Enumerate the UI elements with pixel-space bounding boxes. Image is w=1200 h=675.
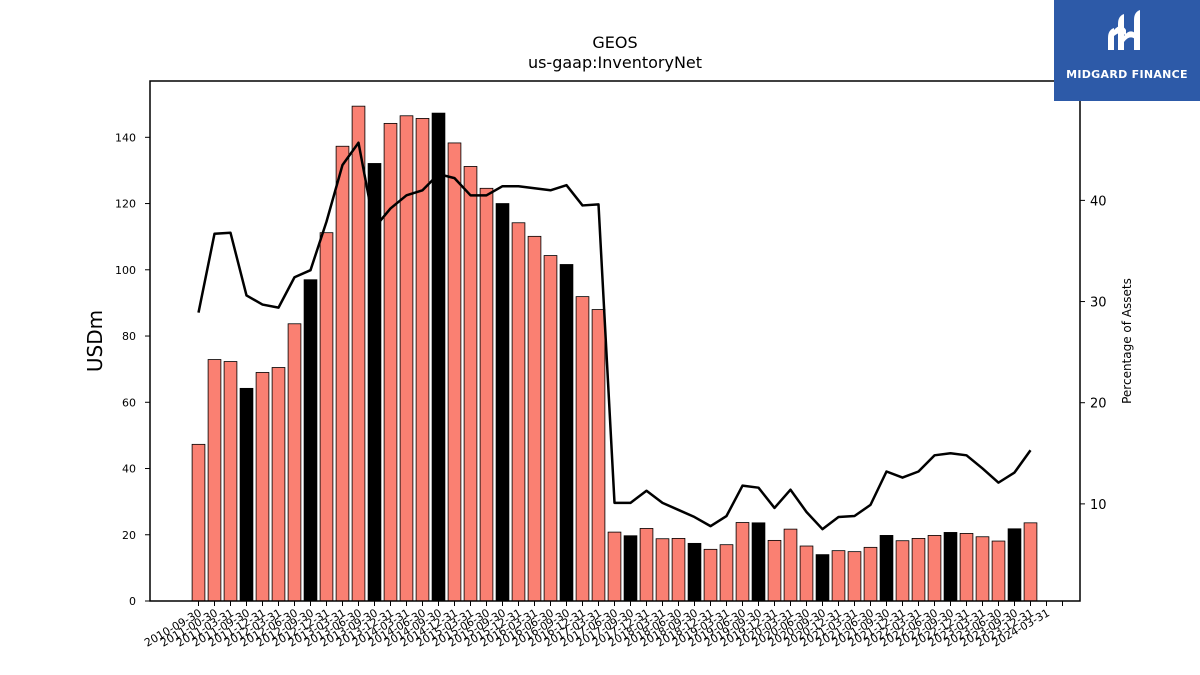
bar-2014-09-30 <box>447 142 462 602</box>
bar-2023-03-31 <box>991 540 1006 602</box>
bar-2016-09-30 <box>575 296 590 602</box>
bar-2018-03-31 <box>671 538 686 602</box>
bar-2020-09-30 <box>831 550 846 602</box>
midgard-finance-logo: MIDGARD FINANCE <box>1054 0 1200 101</box>
y2-tick-label: 30 <box>1090 296 1107 311</box>
y-tick-label: 140 <box>115 131 136 144</box>
bar-2010-12-31 <box>207 359 222 602</box>
bar-2019-12-31 <box>783 528 798 602</box>
y-axis-label: USDm <box>83 310 107 372</box>
bar-2016-12-31 <box>591 309 606 602</box>
left-axis: 0 20 40 60 80 100 120 140 <box>115 131 150 608</box>
y-tick-label: 20 <box>122 529 136 542</box>
bar-2010-09-30 <box>191 443 206 602</box>
bar-2011-12-31 <box>271 367 286 602</box>
bar-2015-03-31 <box>479 187 494 602</box>
bar-2011-03-31 <box>223 361 238 602</box>
bar-2014-06-30 <box>431 112 446 602</box>
bar-2018-09-30 <box>703 548 718 602</box>
bar-2020-06-30 <box>815 554 830 602</box>
bar-2020-03-31 <box>799 545 814 602</box>
bar-2021-12-31 <box>911 538 926 602</box>
bar-2021-09-30 <box>895 540 910 602</box>
bar-2017-03-31 <box>607 531 622 602</box>
bar-2017-06-30 <box>623 535 638 602</box>
logo-text: MIDGARD FINANCE <box>1066 68 1188 81</box>
bar-2013-03-31 <box>351 105 366 602</box>
y-tick-label: 60 <box>122 396 136 409</box>
bar-2022-03-31 <box>927 535 942 602</box>
bar-2014-12-31 <box>463 166 478 602</box>
bar-2019-03-31 <box>735 522 750 602</box>
bar-2012-09-30 <box>319 232 334 602</box>
bar-2012-03-31 <box>287 323 302 602</box>
bar-2015-12-31 <box>527 235 542 602</box>
bar-2021-03-31 <box>863 546 878 602</box>
y2-tick-label: 40 <box>1090 194 1107 209</box>
bar-2015-09-30 <box>511 222 526 602</box>
bar-2013-12-31 <box>399 115 414 602</box>
midgard-m-logo-icon <box>1108 10 1140 50</box>
bar-2019-06-30 <box>751 522 766 602</box>
y2-tick-label: 10 <box>1090 498 1107 513</box>
y-tick-label: 100 <box>115 264 136 277</box>
bar-2019-09-30 <box>767 539 782 602</box>
bar-2020-12-31 <box>847 551 862 602</box>
y2-tick-label: 20 <box>1090 397 1107 412</box>
y-tick-label: 0 <box>129 595 136 608</box>
bar-2015-06-30 <box>495 203 510 602</box>
y-tick-label: 80 <box>122 330 136 343</box>
x-axis: 2010-09-302011-00-302011-03-312011-09-30… <box>142 601 1063 650</box>
bar-2017-09-30 <box>639 528 654 602</box>
bar-2013-09-30 <box>383 122 398 602</box>
bar-2023-09-30 <box>1023 522 1038 602</box>
chart-subtitle: us-gaap:InventoryNet <box>528 53 702 72</box>
bar-2017-12-31 <box>655 538 670 602</box>
bar-2016-06-30 <box>559 264 574 602</box>
bar-2013-06-30 <box>367 163 382 602</box>
y-tick-label: 120 <box>115 198 136 211</box>
bar-2022-09-30 <box>959 533 974 602</box>
bar-2022-06-30 <box>943 532 958 602</box>
right-axis: 10 20 30 40 <box>1080 194 1107 513</box>
y2-axis-label: Percentage of Assets <box>1120 278 1134 404</box>
bar-2018-12-31 <box>719 544 734 602</box>
bar-series <box>191 105 1038 602</box>
bar-2021-06-30 <box>879 535 894 602</box>
bar-2022-12-31 <box>975 536 990 602</box>
percentage-line <box>197 141 1032 531</box>
bar-2011-09-30 <box>255 372 270 602</box>
bar-2012-12-31 <box>335 145 350 602</box>
bar-2016-03-31 <box>543 255 558 602</box>
bar-2018-06-30 <box>687 542 702 602</box>
bar-2023-06-30 <box>1007 528 1022 602</box>
bar-2011-06-30 <box>239 387 254 602</box>
chart-title: GEOS <box>592 33 637 52</box>
bar-2012-06-30 <box>303 279 318 602</box>
y-tick-label: 40 <box>122 463 136 476</box>
percentage-line-series <box>197 141 1032 531</box>
